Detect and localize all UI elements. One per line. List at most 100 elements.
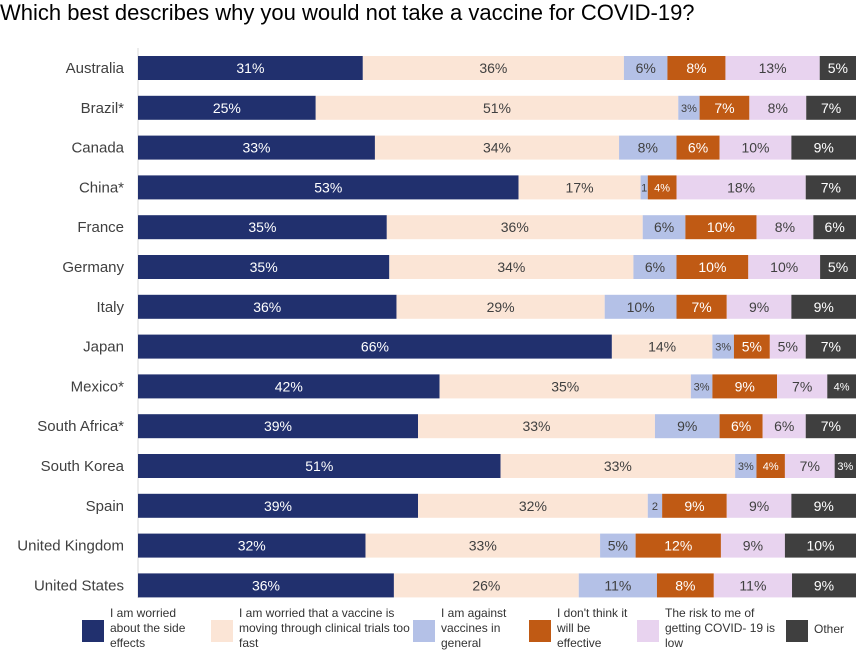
- data-label-united-kingdom-series-5: 9%: [743, 538, 763, 554]
- legend-item-against-vaccines: I am against vaccines in general: [413, 606, 543, 651]
- legend-item-risk-low: The risk to me of getting COVID- 19 is l…: [637, 606, 797, 651]
- data-label-spain-series-3: 2: [652, 501, 658, 513]
- bar-united-kingdom-series-5: [720, 533, 785, 558]
- data-label-canada-series-5: 10%: [741, 140, 769, 156]
- data-label-japan-series-4: 5%: [742, 339, 762, 355]
- bar-japan-series-3: [712, 334, 734, 359]
- bar-germany-series-3: [633, 255, 677, 279]
- data-label-france-series-1: 35%: [248, 219, 276, 235]
- data-label-france-series-3: 6%: [654, 219, 674, 235]
- bar-china-series-1: [138, 175, 519, 200]
- data-label-japan-series-3: 3%: [715, 342, 731, 354]
- data-label-united-kingdom-series-1: 32%: [238, 538, 266, 554]
- legend-swatch-trials-too-fast: [211, 620, 233, 642]
- data-label-australia-series-3: 6%: [636, 60, 656, 76]
- data-label-china-series-1: 53%: [314, 179, 342, 195]
- data-label-france-series-5: 8%: [775, 219, 795, 235]
- data-label-italy-series-5: 9%: [749, 299, 769, 315]
- bar-japan-series-5: [769, 334, 806, 359]
- data-label-italy-series-3: 10%: [627, 299, 655, 315]
- data-label-china-series-4: 4%: [654, 182, 670, 194]
- bar-germany-series-1: [138, 255, 390, 279]
- data-label-united-states-series-6: 9%: [814, 577, 834, 593]
- bar-spain-series-5: [726, 493, 792, 518]
- data-label-south-korea-series-3: 3%: [738, 461, 754, 473]
- legend-item-side-effects: I am worried about the side effects: [82, 606, 210, 651]
- bar-south-africa-series-6: [805, 414, 856, 439]
- bar-brazil-series-3: [678, 95, 700, 120]
- data-label-south-africa-series-4: 6%: [731, 418, 751, 434]
- data-label-china-series-3: 1: [641, 182, 647, 194]
- bar-united-kingdom-series-6: [784, 533, 856, 558]
- data-label-united-kingdom-series-3: 5%: [608, 538, 628, 554]
- bar-australia-series-2: [362, 56, 624, 80]
- data-label-mexico-series-1: 42%: [275, 378, 303, 394]
- data-label-united-states-series-4: 8%: [675, 577, 695, 593]
- bar-italy-series-2: [396, 294, 605, 319]
- bar-united-states-series-2: [393, 573, 579, 598]
- bar-germany-series-4: [676, 255, 749, 279]
- bar-spain-series-1: [138, 493, 419, 518]
- data-label-south-africa-series-3: 9%: [677, 418, 697, 434]
- category-label-canada: Canada: [71, 140, 124, 157]
- data-label-brazil-series-6: 7%: [821, 100, 841, 116]
- data-label-south-korea-series-4: 4%: [763, 461, 779, 473]
- data-label-italy-series-2: 29%: [487, 299, 515, 315]
- data-label-china-series-6: 7%: [821, 179, 841, 195]
- category-label-mexico: Mexico*: [71, 378, 125, 395]
- data-label-germany-series-5: 10%: [770, 259, 798, 275]
- bar-france-series-2: [386, 215, 643, 240]
- bar-australia-series-3: [623, 56, 668, 80]
- data-label-united-kingdom-series-2: 33%: [469, 538, 497, 554]
- data-label-japan-series-5: 5%: [778, 339, 798, 355]
- bar-mexico-series-5: [777, 374, 828, 399]
- data-label-china-series-2: 17%: [566, 179, 594, 195]
- legend-label-not-effective: I don't think it will be effective: [557, 606, 628, 650]
- bar-australia-series-4: [667, 56, 726, 80]
- data-label-italy-series-4: 7%: [692, 299, 712, 315]
- data-label-germany-series-2: 34%: [497, 259, 525, 275]
- bar-south-africa-series-4: [719, 414, 763, 439]
- bar-italy-series-5: [726, 294, 792, 319]
- data-label-germany-series-1: 35%: [250, 259, 278, 275]
- bar-canada-series-1: [138, 135, 375, 160]
- data-label-australia-series-5: 13%: [759, 60, 787, 76]
- data-label-brazil-series-4: 7%: [714, 100, 734, 116]
- data-label-japan-series-1: 66%: [361, 339, 389, 355]
- bar-australia-series-1: [138, 56, 363, 80]
- category-label-spain: Spain: [86, 498, 124, 515]
- bar-united-states-series-5: [713, 573, 793, 598]
- data-label-south-korea-series-5: 7%: [800, 458, 820, 474]
- bar-china-series-6: [805, 175, 856, 200]
- data-label-united-states-series-1: 36%: [252, 577, 280, 593]
- bar-germany-series-2: [389, 255, 634, 279]
- data-label-mexico-series-3: 3%: [694, 381, 710, 393]
- data-label-france-series-4: 10%: [707, 219, 735, 235]
- data-label-france-series-2: 36%: [501, 219, 529, 235]
- bar-japan-series-4: [733, 334, 770, 359]
- data-label-germany-series-4: 10%: [698, 259, 726, 275]
- data-label-spain-series-4: 9%: [684, 498, 704, 514]
- bar-spain-series-6: [791, 493, 856, 518]
- bar-japan-series-6: [805, 334, 856, 359]
- legend-swatch-not-effective: [529, 620, 551, 642]
- bar-canada-series-5: [719, 135, 792, 160]
- bar-canada-series-2: [374, 135, 620, 160]
- data-label-japan-series-2: 14%: [648, 339, 676, 355]
- legend-label-trials-too-fast: I am worried that a vaccine is moving th…: [239, 606, 410, 650]
- bar-united-states-series-1: [138, 573, 394, 598]
- bar-spain-series-4: [662, 493, 727, 518]
- bar-south-africa-series-1: [138, 414, 419, 439]
- bar-united-kingdom-series-3: [600, 533, 636, 558]
- bar-south-africa-series-2: [418, 414, 655, 439]
- stacked-bar-chart: Australia 31% 36% 6% 8% 13% 5%Brazil* 25% 51% 3% 7…: [17, 48, 856, 598]
- category-label-united-states: United States: [34, 577, 124, 594]
- data-label-united-states-series-2: 26%: [472, 577, 500, 593]
- bar-canada-series-4: [676, 135, 720, 160]
- category-label-south-africa: South Africa*: [37, 418, 124, 435]
- bar-brazil-series-6: [806, 95, 856, 120]
- bar-south-korea-series-1: [138, 454, 501, 478]
- bar-brazil-series-4: [699, 95, 750, 120]
- bar-south-africa-series-5: [762, 414, 806, 439]
- category-label-france: France: [77, 219, 124, 236]
